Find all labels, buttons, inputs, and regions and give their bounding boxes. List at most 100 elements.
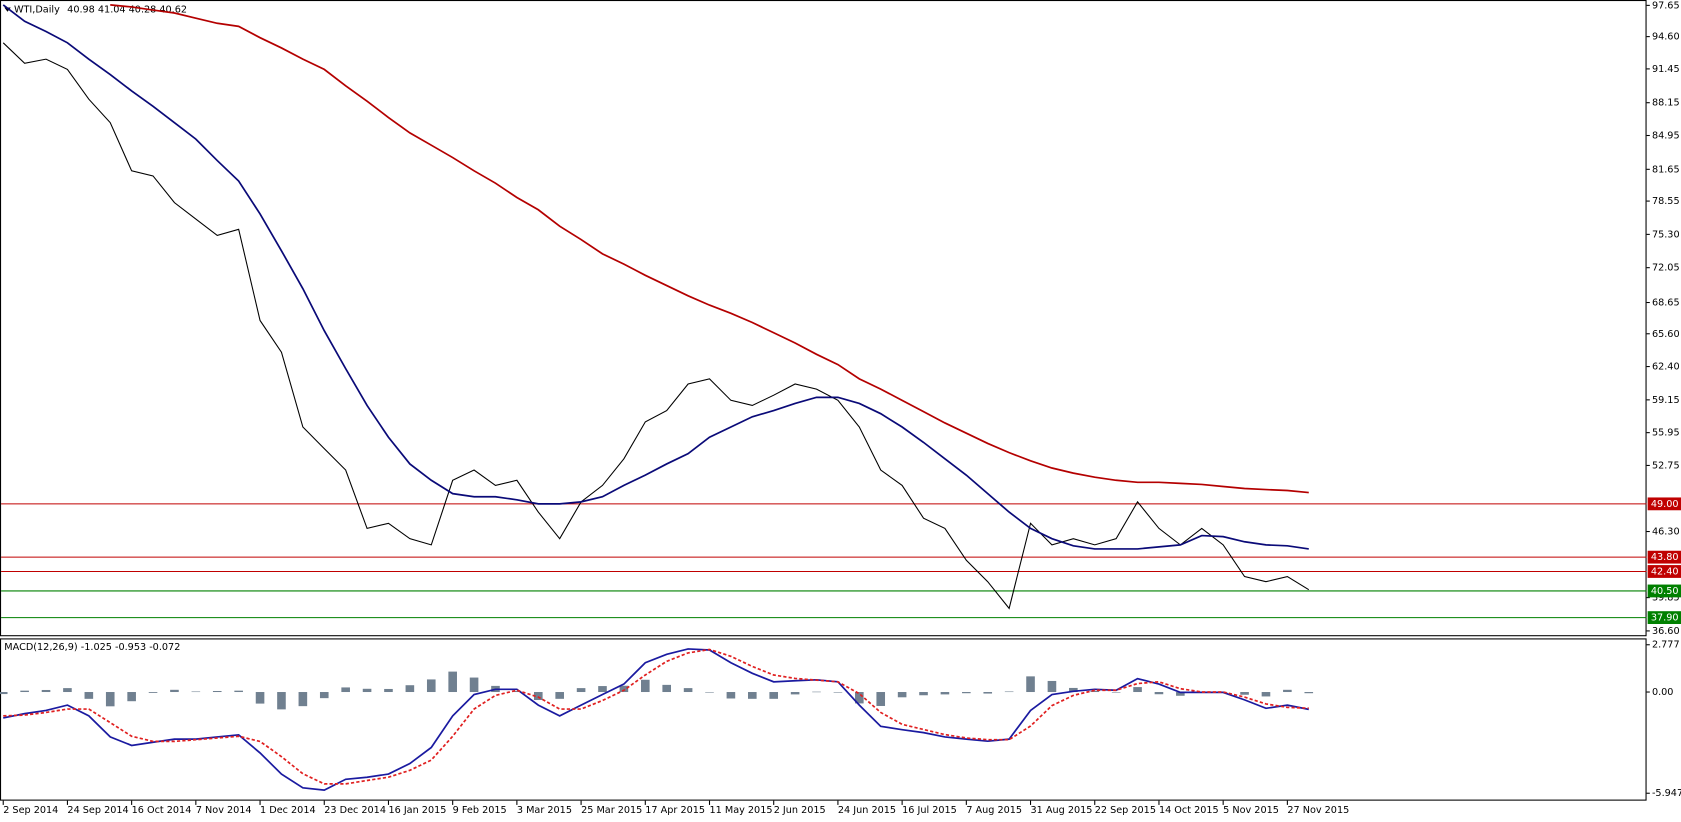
y-tick-label: 36.60 <box>1652 626 1680 637</box>
x-tick-label: 16 Jul 2015 <box>902 805 957 816</box>
histogram-bar <box>1069 687 1078 693</box>
histogram-bar <box>148 692 158 693</box>
histogram-bar <box>726 692 736 699</box>
series-line <box>3 648 1309 785</box>
y-tick-label: 94.60 <box>1652 32 1680 43</box>
x-tick-label: 24 Jun 2015 <box>838 805 896 816</box>
histogram-bar <box>362 688 372 693</box>
macd-value: -0.072 <box>149 642 180 653</box>
macd-panel <box>0 638 1647 801</box>
histogram-bar <box>555 692 564 699</box>
histogram-bar <box>1304 692 1314 694</box>
x-tick-label: 11 May 2015 <box>710 805 773 816</box>
y-tick-label: -5.947 <box>1652 788 1681 799</box>
series-line <box>2 4 1309 550</box>
histogram-bar <box>127 692 136 702</box>
x-tick-label: 16 Jan 2015 <box>388 805 446 816</box>
histogram-bar <box>1261 692 1271 697</box>
x-tick-label: 7 Aug 2015 <box>966 805 1022 816</box>
histogram-bar <box>319 692 329 699</box>
ohlc: 40.62 <box>159 5 187 16</box>
histogram-bar <box>897 692 907 698</box>
histogram-bar <box>234 690 243 693</box>
macd-value: -1.025 <box>81 642 112 653</box>
indicator: MACD(12,26,9) <box>4 642 77 653</box>
histogram-bar <box>1283 689 1292 693</box>
histogram-bar <box>662 684 672 693</box>
histogram-bar <box>919 692 928 696</box>
x-tick-label: 7 Nov 2014 <box>196 805 252 816</box>
y-tick-label: 2.777 <box>1652 640 1680 651</box>
histogram-bar <box>533 692 543 701</box>
price-panel <box>0 0 1647 637</box>
y-tick-label: 46.30 <box>1652 527 1680 538</box>
ohlc: 40.98 <box>67 5 95 16</box>
histogram-bar <box>341 687 350 693</box>
x-tick-label: 23 Dec 2014 <box>324 805 386 816</box>
y-tick-label: 81.65 <box>1652 164 1680 175</box>
y-tick-label: 88.15 <box>1652 98 1680 109</box>
histogram-bar <box>277 692 286 710</box>
y-tick-label: 97.65 <box>1652 0 1680 11</box>
y-tick-label: 0.00 <box>1652 687 1674 698</box>
macd-header: MACD(12,26,9) -1.025 -0.953 -0.072 <box>4 642 180 653</box>
level-box <box>1647 584 1681 598</box>
level-box <box>1647 611 1681 625</box>
x-tick-label: 16 Oct 2014 <box>132 805 192 816</box>
histogram-bar <box>576 688 586 693</box>
y-tick-label: 52.75 <box>1652 460 1680 471</box>
y-tick-label: 68.65 <box>1652 298 1680 309</box>
level-box <box>1647 497 1681 511</box>
histogram-bar <box>812 691 821 693</box>
x-tick-label: 17 Apr 2015 <box>645 805 705 816</box>
histogram-bar <box>170 689 179 693</box>
histogram-bar <box>84 692 94 699</box>
histogram-bar <box>1133 687 1142 693</box>
histogram-bar <box>405 685 415 693</box>
histogram-bar <box>448 671 457 693</box>
histogram-bar <box>384 688 393 693</box>
histogram-bar <box>640 679 650 693</box>
y-tick-label: 65.60 <box>1652 329 1680 340</box>
histogram-bar <box>683 688 693 693</box>
y-tick-label: 62.40 <box>1652 362 1680 373</box>
y-tick-label: 84.95 <box>1652 131 1680 142</box>
level-label: 49.00 <box>1651 499 1679 510</box>
y-tick-label: 78.55 <box>1652 196 1680 207</box>
x-tick-label: 2 Jun 2015 <box>774 805 826 816</box>
level-label: 42.40 <box>1651 567 1679 578</box>
x-tick-label: 31 Aug 2015 <box>1031 805 1093 816</box>
histogram-bar <box>512 691 522 693</box>
histogram-bar <box>598 686 607 693</box>
x-tick-label: 25 Mar 2015 <box>581 805 642 816</box>
histogram-bar <box>833 692 843 693</box>
y-tick-label: 59.15 <box>1652 395 1680 406</box>
histogram-bar <box>962 692 971 694</box>
histogram-bar <box>1047 680 1057 693</box>
histogram-bar <box>855 692 864 704</box>
histogram-bar <box>619 685 629 693</box>
level-box <box>1647 565 1681 578</box>
ohlc: 41.04 <box>98 5 126 16</box>
y-tick-label: 75.30 <box>1652 229 1680 240</box>
ohlc: 40.28 <box>129 5 157 16</box>
histogram-bar <box>1176 692 1185 696</box>
y-tick-label: 91.45 <box>1652 64 1680 75</box>
series-line <box>3 648 1309 791</box>
x-tick-label: 2 Sep 2014 <box>3 805 58 816</box>
x-tick-label: 27 Nov 2015 <box>1287 805 1349 816</box>
histogram-bar <box>876 692 886 706</box>
histogram-bar <box>940 692 950 695</box>
histogram-bar <box>705 692 714 693</box>
histogram-bar <box>1026 676 1035 693</box>
x-tick-label: 14 Oct 2015 <box>1159 805 1219 816</box>
series-line <box>2 42 1310 610</box>
histogram-bar <box>298 692 308 707</box>
series-line <box>110 4 1309 494</box>
histogram-bar <box>1111 692 1121 693</box>
histogram-bar <box>1154 692 1164 695</box>
histogram-bar <box>748 692 757 699</box>
histogram-bar <box>20 690 29 693</box>
